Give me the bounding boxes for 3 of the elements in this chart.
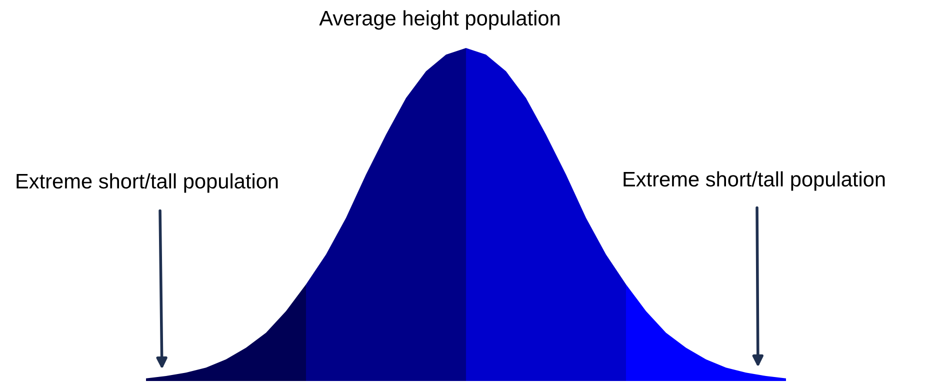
annotation: Extreme short/tall population xyxy=(624,171,885,191)
annotation: Extreme short/tall population xyxy=(16,173,278,193)
chart-title: Average height population xyxy=(319,10,560,30)
